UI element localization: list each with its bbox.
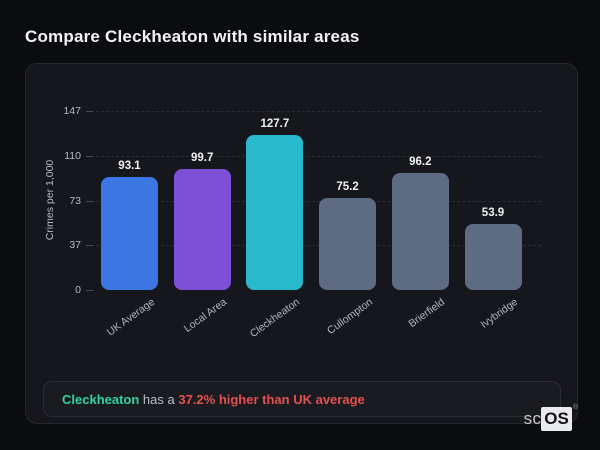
y-tick-mark-0	[86, 290, 93, 291]
y-tick-label-73: 73	[69, 195, 81, 208]
bar-local-area[interactable]	[173, 168, 231, 290]
bar-brierfield[interactable]	[391, 172, 449, 290]
note-area-name: Cleckheaton	[62, 391, 140, 407]
y-tick-mark-147	[86, 111, 93, 112]
y-tick-mark-110	[86, 156, 93, 158]
bar-uk-average[interactable]	[101, 176, 158, 290]
logo-text-os: OS	[541, 407, 572, 431]
scos-logo: sc OS ®	[523, 404, 578, 432]
bar-value-cleckheaton: 127.7	[260, 117, 290, 130]
y-tick-label-147: 147	[63, 105, 81, 117]
bar-value-uk-average: 93.1	[118, 159, 141, 172]
bar-value-brierfield: 96.2	[409, 155, 432, 168]
bar-cleckheaton[interactable]	[246, 134, 304, 290]
registered-trademark-icon: ®	[572, 404, 578, 411]
note-middle-text: has a	[139, 391, 179, 407]
logo-text-sc: sc	[523, 409, 542, 428]
y-tick-label-110: 110	[64, 150, 81, 163]
note-highlight-text: 37.2% higher than UK average	[178, 391, 365, 407]
bar-chart: Crimes per 1,000 0 37 73 110 147 93.1 UK Avera…	[26, 64, 579, 364]
y-tick-label-0: 0	[75, 284, 81, 296]
gridline-73	[96, 201, 541, 203]
bar-cullompton[interactable]	[319, 198, 377, 290]
y-tick-mark-37	[86, 244, 93, 246]
y-tick-label-37: 37	[69, 238, 81, 251]
gridline-147	[96, 111, 541, 112]
comparison-note: Cleckheaton has a 37.2% higher than UK a…	[43, 381, 561, 417]
gridline-110	[96, 156, 541, 158]
page-title: Compare Cleckheaton with similar areas	[25, 27, 360, 46]
y-tick-mark-73	[86, 201, 93, 203]
bar-value-ivybridge: 53.9	[481, 207, 505, 220]
chart-card: Crimes per 1,000 0 37 73 110 147 93.1 UK Avera…	[25, 63, 578, 424]
bar-ivybridge[interactable]	[464, 224, 522, 290]
bar-value-cullompton: 75.2	[336, 181, 359, 194]
gridline-37	[96, 244, 541, 246]
bar-value-local-area: 99.7	[190, 151, 214, 164]
